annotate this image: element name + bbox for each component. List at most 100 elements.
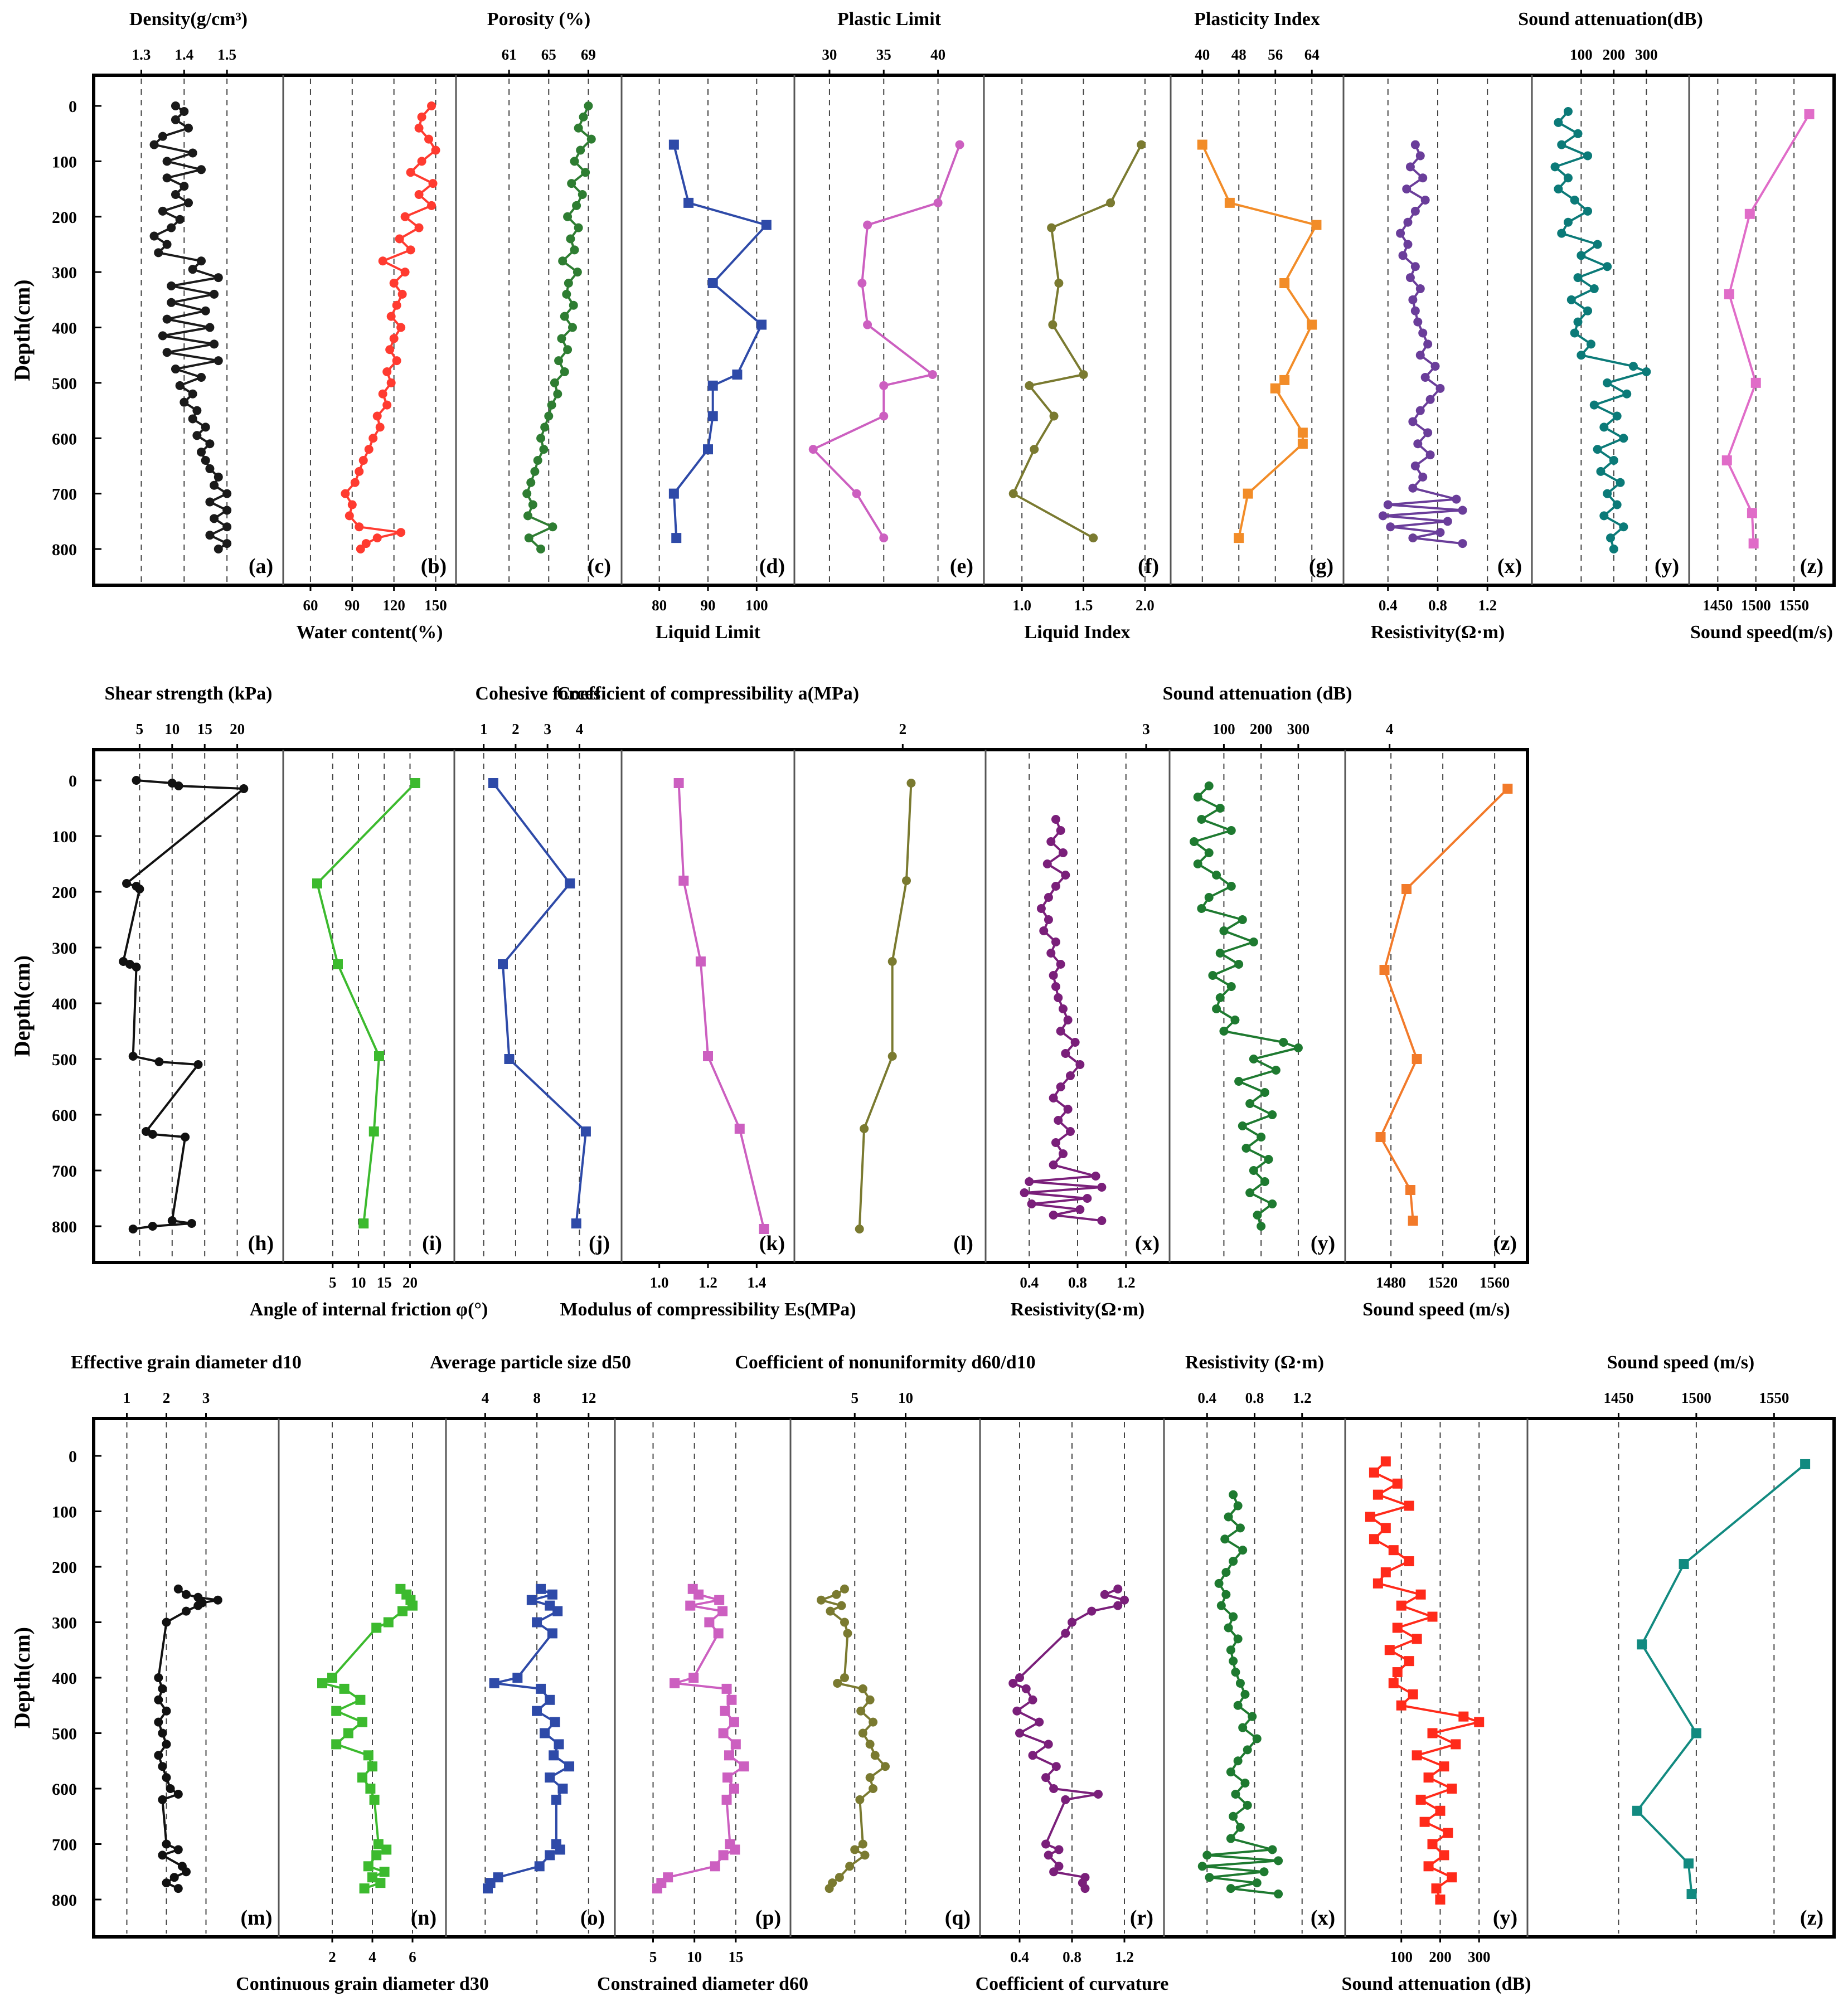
- data-point: [222, 506, 232, 515]
- data-point: [1044, 1850, 1053, 1860]
- bottom-tick-label: 1.0: [1012, 597, 1031, 614]
- panel-k: Coefficient of compressibility a(MPa) 2 3 4…: [557, 683, 1394, 1320]
- data-point: [526, 1595, 537, 1605]
- panel-bottom-label: Sound attenuation (dB): [1341, 1974, 1531, 1994]
- data-point: [239, 784, 249, 793]
- series-line-x3: [1201, 1494, 1280, 1896]
- panel-h: Shear strength (kPa) 5 10 15 20 (h): [105, 683, 274, 1259]
- data-point: [1215, 804, 1225, 813]
- panel-g: Plasticity Index 40 48 56 64 (g): [1170, 9, 1333, 585]
- data-point: [1049, 971, 1058, 980]
- data-point: [210, 480, 219, 490]
- data-point: [1570, 195, 1579, 205]
- data-point: [732, 369, 743, 380]
- data-point: [128, 1052, 138, 1061]
- data-point: [547, 1628, 557, 1639]
- data-point: [1404, 1556, 1414, 1567]
- data-point: [162, 173, 172, 183]
- top-tick-label: 100: [1570, 46, 1593, 63]
- data-point: [188, 414, 197, 424]
- data-point: [372, 533, 382, 543]
- data-point: [1234, 533, 1244, 543]
- bottom-tick-label: 1.2: [1115, 1949, 1134, 1965]
- data-point: [1369, 1534, 1379, 1544]
- data-point: [1557, 140, 1566, 149]
- depth-tick-label: 700: [52, 1836, 77, 1854]
- panel-tag: (l): [953, 1232, 973, 1255]
- data-point: [169, 1873, 179, 1882]
- data-point: [759, 1224, 769, 1234]
- depth-tick-label: 800: [52, 541, 77, 559]
- panel-z3: Sound speed (m/s) 1450 1500 1550 (z): [1526, 1352, 1823, 1937]
- data-point: [1226, 826, 1236, 835]
- data-point: [1415, 406, 1425, 415]
- data-point: [555, 1844, 565, 1855]
- data-point: [1748, 538, 1759, 549]
- bottom-tick-label: 1.4: [747, 1274, 766, 1291]
- data-point: [1235, 1523, 1245, 1533]
- data-point: [1372, 1489, 1383, 1500]
- data-point: [713, 1628, 724, 1639]
- panel-tag: (i): [422, 1232, 442, 1255]
- data-point: [1058, 848, 1068, 857]
- panel-n: Continuous grain diameter d30 2 4 6 (n): [236, 1419, 489, 1994]
- data-point: [1412, 1634, 1422, 1644]
- data-point: [550, 1717, 560, 1727]
- data-point: [1041, 1773, 1050, 1782]
- data-point: [1205, 1873, 1214, 1882]
- top-tick-label: 1: [480, 721, 488, 737]
- data-point: [135, 885, 144, 893]
- data-point: [1609, 545, 1618, 553]
- data-point: [1365, 1512, 1375, 1522]
- top-tick-label: 4: [482, 1390, 489, 1406]
- data-point: [1075, 1060, 1085, 1069]
- row-frame: [92, 1417, 1836, 1939]
- data-point: [1380, 1456, 1391, 1466]
- data-point: [162, 1773, 171, 1782]
- data-point: [1563, 217, 1573, 227]
- data-point: [1386, 522, 1395, 532]
- bottom-tick-label: 200: [1429, 1949, 1452, 1965]
- data-point: [573, 268, 582, 277]
- data-point: [1403, 217, 1413, 227]
- data-point: [1270, 383, 1280, 394]
- data-point: [1243, 1800, 1252, 1810]
- data-point: [1224, 197, 1235, 208]
- data-point: [540, 422, 550, 432]
- data-point: [863, 220, 872, 230]
- data-point: [710, 1861, 720, 1872]
- data-point: [1240, 1779, 1250, 1788]
- panel-p: Constrained diameter d60 5 10 15 (p): [597, 1419, 808, 1994]
- data-point: [695, 956, 706, 966]
- data-point: [375, 1878, 386, 1888]
- panel-tag: (x): [1135, 1232, 1160, 1255]
- bottom-tick-label: 2.0: [1136, 597, 1155, 614]
- data-point: [1065, 1071, 1075, 1080]
- data-point: [331, 1739, 342, 1750]
- data-point: [1044, 915, 1053, 924]
- data-point: [553, 389, 562, 399]
- data-point: [1443, 1828, 1453, 1838]
- data-point: [1612, 411, 1622, 421]
- data-point: [1008, 489, 1018, 498]
- series-line-z3: [1636, 1463, 1806, 1895]
- data-point: [1311, 220, 1322, 230]
- data-point: [1392, 1478, 1403, 1489]
- data-point: [357, 1772, 367, 1783]
- data-point: [1408, 295, 1418, 304]
- data-point: [1091, 1172, 1100, 1181]
- panel-tag: (h): [248, 1232, 274, 1255]
- top-tick-label: 40: [930, 46, 945, 63]
- data-point: [396, 323, 406, 332]
- bottom-tick-label: 0.8: [1068, 1274, 1087, 1291]
- data-point: [524, 533, 533, 543]
- data-point: [532, 1706, 542, 1716]
- data-point: [1212, 871, 1221, 880]
- series-line-g: [1201, 144, 1318, 538]
- data-point: [547, 1589, 557, 1600]
- data-point: [1249, 1166, 1258, 1175]
- data-point: [550, 378, 559, 387]
- data-point: [1550, 162, 1560, 172]
- data-point: [1075, 1205, 1085, 1214]
